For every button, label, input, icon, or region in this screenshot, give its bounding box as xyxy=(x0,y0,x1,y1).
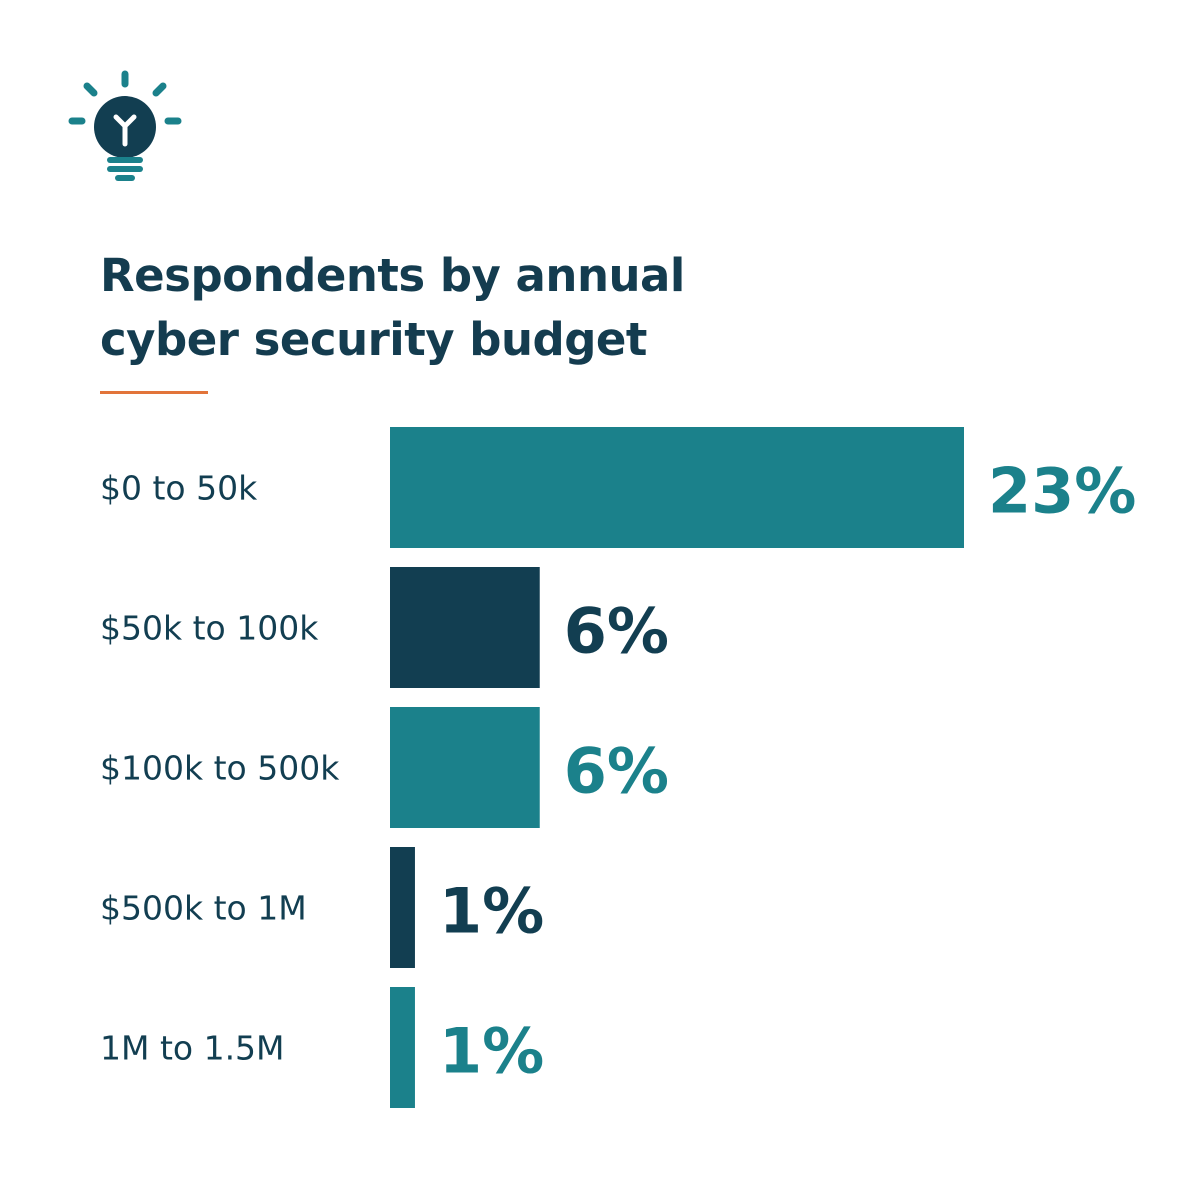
category-label: 1M to 1.5M xyxy=(100,1029,285,1068)
value-label: 1% xyxy=(439,1015,544,1088)
category-label: $500k to 1M xyxy=(100,889,307,928)
bar xyxy=(390,427,964,548)
value-label: 6% xyxy=(564,735,669,808)
value-label: 6% xyxy=(564,595,669,668)
bar xyxy=(390,707,540,828)
bar xyxy=(390,567,540,688)
value-label: 23% xyxy=(988,455,1136,528)
chart-title-line-1: Respondents by annual xyxy=(100,249,685,302)
value-label: 1% xyxy=(439,875,544,948)
chart-title: Respondents by annual cyber security bud… xyxy=(100,244,1000,372)
bar xyxy=(390,847,415,968)
lightbulb-icon xyxy=(68,70,182,181)
category-label: $50k to 100k xyxy=(100,609,319,648)
bar xyxy=(390,987,415,1108)
title-accent-line xyxy=(100,391,208,394)
chart-title-line-2: cyber security budget xyxy=(100,313,647,366)
category-label: $0 to 50k xyxy=(100,469,258,508)
category-label: $100k to 500k xyxy=(100,749,340,788)
